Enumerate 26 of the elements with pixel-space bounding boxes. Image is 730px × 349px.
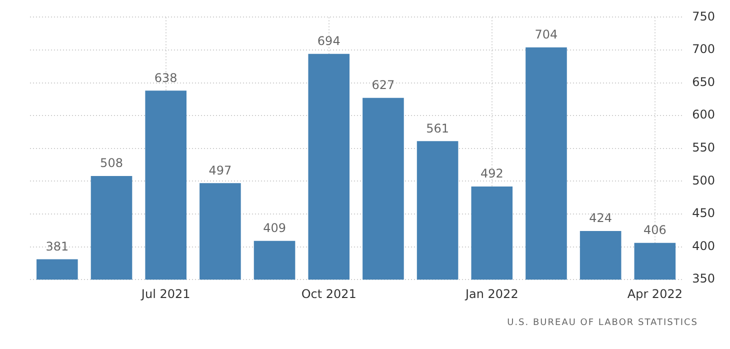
y-tick-label: 600 <box>692 108 715 122</box>
data-label: 381 <box>46 239 69 254</box>
data-label: 694 <box>317 34 340 48</box>
x-tick-label: Jul 2021 <box>140 286 190 301</box>
x-tick-label: Oct 2021 <box>301 286 356 301</box>
y-tick-label: 450 <box>692 206 715 220</box>
x-tick-label: Apr 2022 <box>627 286 682 301</box>
data-label: 409 <box>263 221 286 236</box>
y-tick-label: 400 <box>692 238 715 253</box>
data-label: 638 <box>154 70 178 85</box>
x-tick-label: Jan 2022 <box>464 286 518 301</box>
data-label: 627 <box>372 78 395 92</box>
data-label: 497 <box>208 163 232 178</box>
data-label: 561 <box>426 121 450 136</box>
text: U.S. BUREAU OF LABOR STATISTICS <box>507 318 698 328</box>
y-tick-label: 700 <box>692 42 715 56</box>
y-tick-label: 750 <box>692 9 715 24</box>
data-label: 508 <box>100 156 123 170</box>
data-label: 406 <box>643 222 666 237</box>
data-label: 424 <box>589 211 612 226</box>
y-tick-label: 550 <box>692 140 715 155</box>
data-label: 704 <box>534 28 558 42</box>
y-tick-label: 500 <box>692 173 715 188</box>
y-tick-label: 350 <box>692 272 715 286</box>
y-tick-label: 650 <box>692 74 715 89</box>
data-label: 492 <box>480 166 504 181</box>
